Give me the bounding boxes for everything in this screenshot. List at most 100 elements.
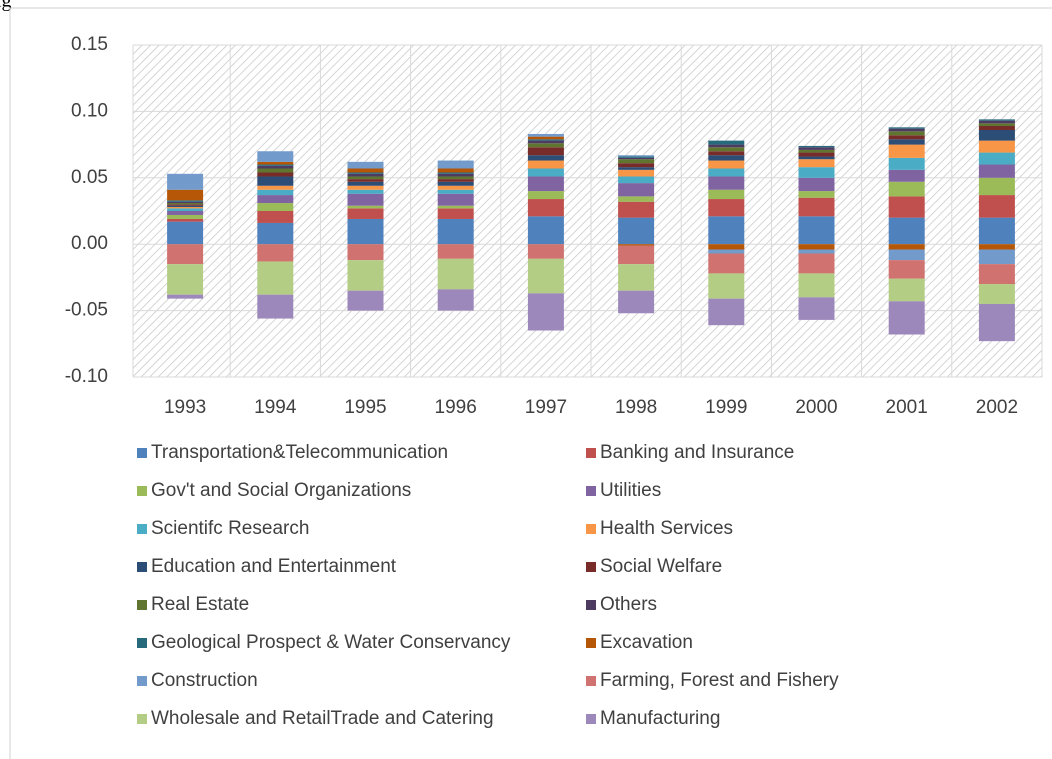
bar-segment	[527, 155, 564, 161]
bar-segment	[527, 244, 564, 259]
bar-segment	[347, 205, 384, 209]
bar-segment	[347, 208, 384, 219]
legend-label: Manufacturing	[600, 708, 720, 729]
bar-segment	[527, 168, 564, 177]
bar-segment	[798, 152, 835, 157]
bar-segment	[708, 168, 745, 177]
bar-segment	[167, 203, 204, 205]
bar-segment	[708, 155, 745, 161]
bar-segment	[347, 185, 384, 190]
bar-segment	[978, 123, 1015, 127]
bar-segment	[798, 297, 835, 320]
bar-segment	[798, 149, 835, 153]
bar-segment	[437, 193, 474, 206]
bar-segment	[888, 196, 925, 218]
bar-segment	[167, 211, 204, 215]
bar-segment	[167, 173, 204, 190]
bar-segment	[167, 207, 204, 209]
bar-segment	[888, 144, 925, 158]
bar-segment	[437, 168, 474, 173]
legend-label: Gov't and Social Organizations	[151, 480, 411, 501]
x-tick-label: 1993	[164, 397, 206, 418]
bar-segment	[708, 144, 745, 148]
bar-segment	[527, 199, 564, 217]
bar-segment	[167, 204, 204, 206]
bar-segment	[618, 156, 655, 158]
legend-label: Social Welfare	[600, 556, 722, 577]
bar-segment	[167, 205, 204, 208]
bar-segment	[798, 147, 835, 150]
legend-swatch	[137, 676, 147, 686]
bar-segment	[618, 157, 655, 160]
legend-swatch	[137, 562, 147, 572]
bar-segment	[527, 136, 564, 140]
legend-label: Scientifc Research	[151, 518, 309, 539]
bar-segment	[347, 181, 384, 186]
legend-label: Utilities	[600, 480, 661, 501]
x-tick-label: 2001	[886, 397, 928, 418]
legend-label: Health Services	[600, 518, 733, 539]
bar-segment	[347, 189, 384, 194]
bar-segment	[437, 218, 474, 245]
bar-segment	[978, 303, 1015, 342]
bar-segment	[437, 176, 474, 180]
bar-segment	[257, 203, 294, 211]
y-tick-label: 0.10	[71, 100, 108, 121]
bar-segment	[347, 173, 384, 177]
bar-segment	[167, 208, 204, 211]
bar-segment	[798, 216, 835, 245]
bar-segment	[527, 147, 564, 156]
bar-segment	[978, 140, 1015, 153]
bar-segment	[527, 160, 564, 169]
bar-segment	[618, 159, 655, 164]
legend-swatch	[137, 714, 147, 724]
bar-segment	[798, 249, 835, 254]
bar-segment	[798, 156, 835, 160]
legend-swatch	[586, 486, 596, 496]
bar-segment	[618, 196, 655, 202]
bar-segment	[527, 133, 564, 137]
bar-segment	[708, 160, 745, 169]
bar-segment	[888, 139, 925, 145]
bar-segment	[708, 273, 745, 299]
bar-segment	[618, 201, 655, 218]
bar-segment	[527, 216, 564, 245]
x-tick-label: 1994	[254, 397, 297, 418]
bar-segment	[437, 258, 474, 290]
legend-label: Others	[600, 594, 657, 615]
bar-segment	[978, 249, 1015, 265]
bar-segment	[798, 159, 835, 168]
bar-segment	[708, 253, 745, 274]
bar-segment	[888, 169, 925, 182]
bar-segment	[888, 157, 925, 170]
legend-swatch	[586, 600, 596, 610]
bar-segment	[257, 172, 294, 177]
bar-segment	[257, 151, 294, 162]
bar-segment	[618, 169, 655, 177]
bar-segment	[527, 293, 564, 331]
bar-segment	[888, 260, 925, 279]
bar-segment	[618, 290, 655, 314]
bar-segment	[257, 176, 294, 186]
y-tick-label: -0.10	[65, 366, 108, 387]
bar-segment	[618, 217, 655, 245]
legend-label: Real Estate	[151, 594, 249, 615]
bar-segment	[167, 200, 204, 202]
bar-segment	[437, 208, 474, 219]
x-tick-label: 1998	[615, 397, 657, 418]
bar-segment	[347, 168, 384, 173]
bar-segment	[437, 244, 474, 259]
bar-segment	[888, 249, 925, 261]
bar-segment	[888, 128, 925, 132]
bar-segment	[347, 176, 384, 180]
bar-segment	[167, 221, 204, 245]
bar-segment	[618, 167, 655, 170]
x-tick-label: 1999	[705, 397, 747, 418]
bar-segment	[527, 258, 564, 294]
bar-segment	[167, 264, 204, 295]
legend-label: Wholesale and RetailTrade and Catering	[151, 708, 494, 729]
bar-segment	[978, 126, 1015, 130]
bar-segment	[618, 264, 655, 291]
bar-segment	[708, 147, 745, 152]
